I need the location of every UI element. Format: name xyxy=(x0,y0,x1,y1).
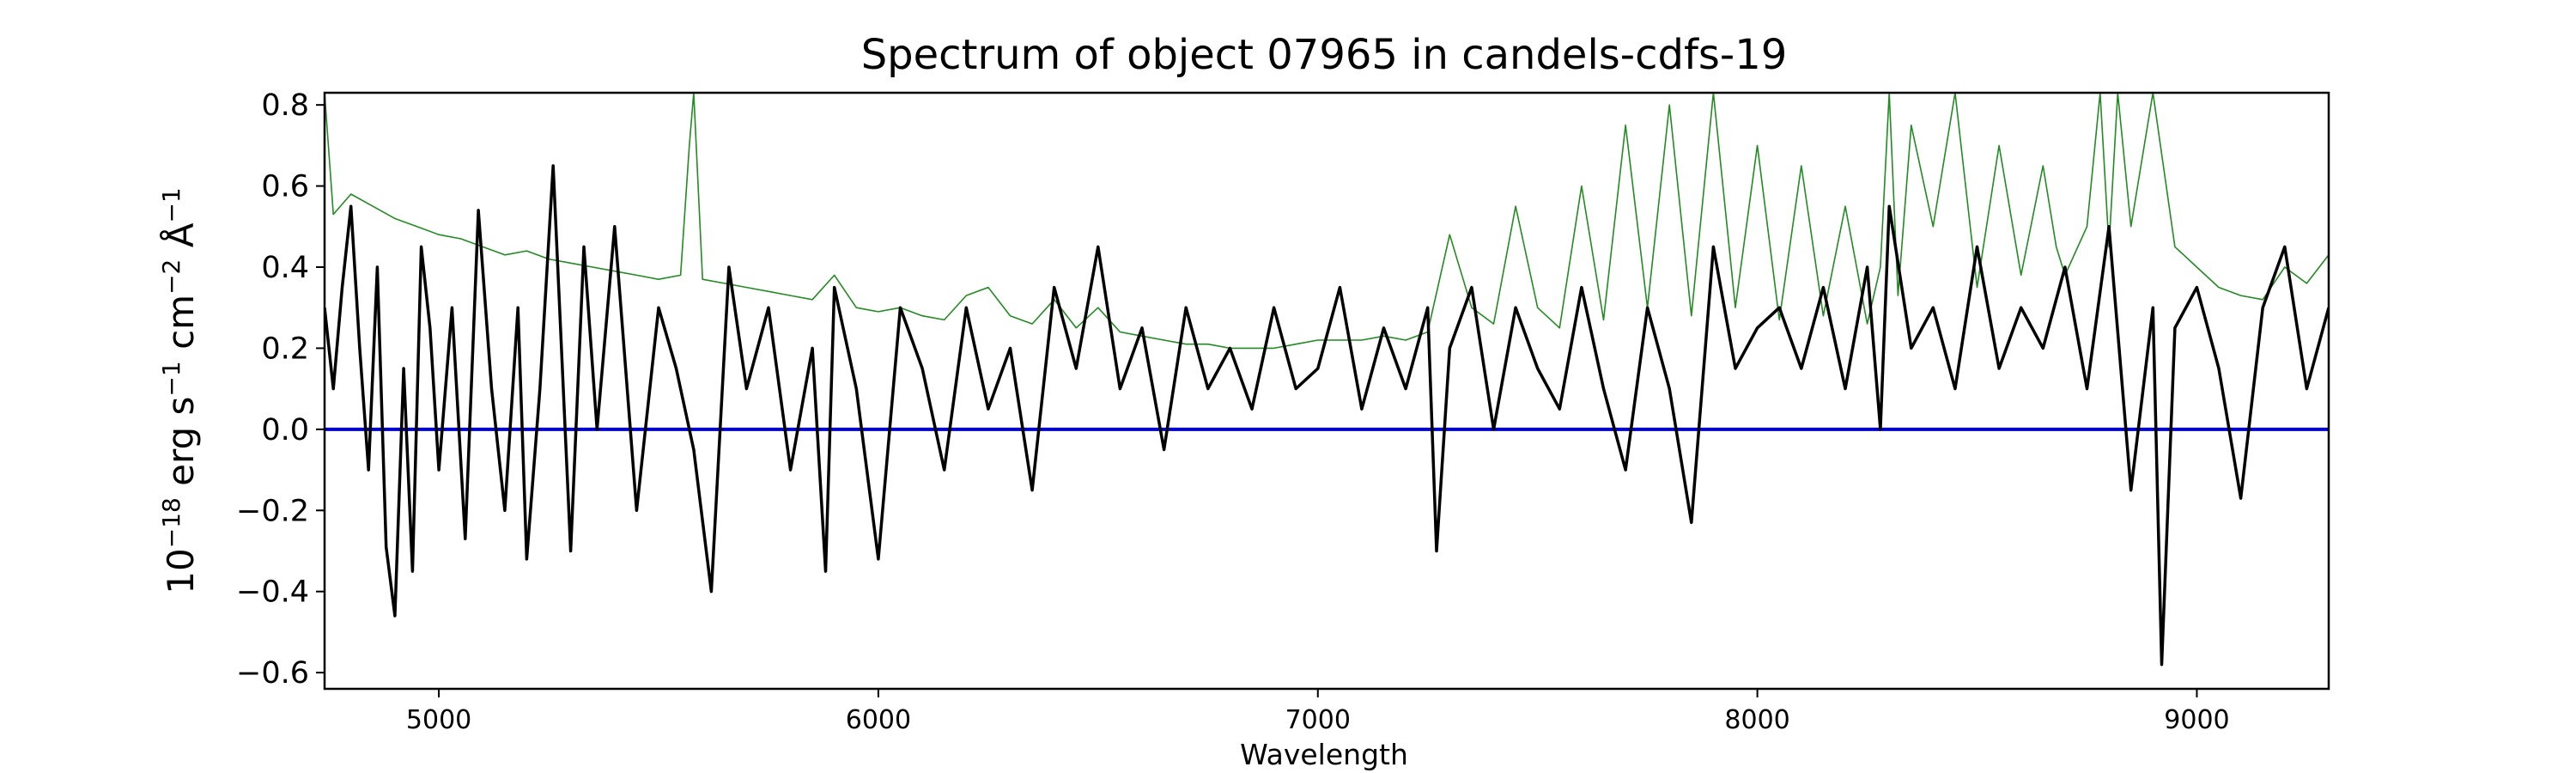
chart-title: Spectrum of object 07965 in candels-cdfs… xyxy=(861,31,1788,79)
plot-frame xyxy=(323,91,2330,691)
x-axis-label: Wavelength xyxy=(1240,738,1408,771)
x-tick-label: 6000 xyxy=(846,705,911,735)
y-tick-label: 0.2 xyxy=(261,332,309,366)
y-tick-label: 0.4 xyxy=(261,251,309,285)
y-label-unit1: erg s xyxy=(160,397,202,498)
y-label-unit3: Å xyxy=(159,222,202,259)
y-tick-label: −0.6 xyxy=(236,656,309,691)
y-label-exp2: −1 xyxy=(157,361,185,396)
y-tick-label: 0.6 xyxy=(261,170,309,204)
x-tick-label: 5000 xyxy=(406,705,471,735)
y-axis: −0.6 −0.4 −0.2 0.0 0.2 0.4 0.6 0.8 xyxy=(236,88,325,691)
x-tick-label: 9000 xyxy=(2164,705,2229,735)
y-tick-label: 0.8 xyxy=(261,88,309,123)
y-label-exp1: −18 xyxy=(157,497,185,548)
y-tick-label: −0.4 xyxy=(236,575,309,610)
y-tick-label: 0.0 xyxy=(261,413,309,447)
x-axis: 5000 6000 7000 8000 9000 xyxy=(406,689,2230,735)
x-tick-label: 8000 xyxy=(1724,705,1789,735)
x-tick-label: 7000 xyxy=(1285,705,1351,735)
series-layer xyxy=(325,93,2329,666)
y-tick-label: −0.2 xyxy=(236,494,309,528)
y-label-base: 10 xyxy=(160,548,202,593)
y-label-unit2: cm xyxy=(160,295,202,361)
series-line-flux xyxy=(325,164,2329,666)
y-label-exp4: −1 xyxy=(157,187,185,222)
y-label-exp3: −2 xyxy=(157,259,185,295)
y-axis-label: 10−18 erg s−1 cm−2 Å−1 xyxy=(157,187,202,593)
